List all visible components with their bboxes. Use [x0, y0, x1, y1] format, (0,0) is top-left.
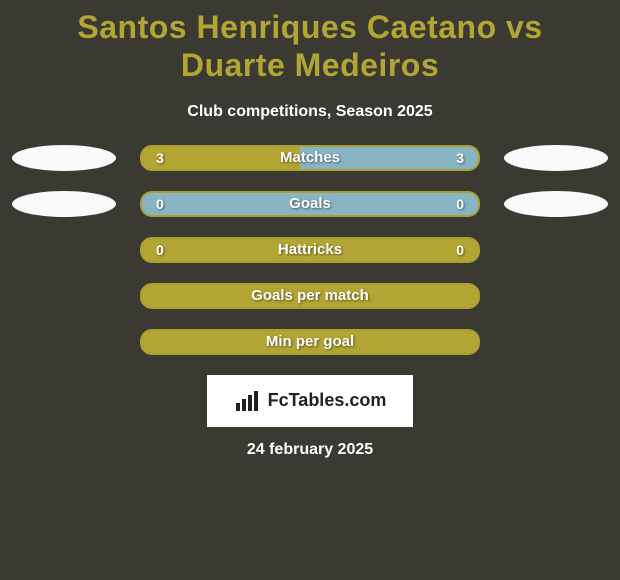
stats-rows: 33Matches 00Goals 00Hattricks Goals per mat…	[0, 145, 620, 355]
stat-label: Matches	[142, 147, 478, 169]
stat-bar: Min per goal	[140, 329, 480, 355]
comparison-infographic: Santos Henriques Caetano vs Duarte Medei…	[0, 0, 620, 580]
date-text: 24 february 2025	[0, 441, 620, 459]
stat-row: 00Goals	[0, 191, 620, 217]
stat-bar: 00Hattricks	[140, 237, 480, 263]
oval-spacer	[504, 329, 608, 355]
stat-label: Goals per match	[142, 285, 478, 307]
logo-box: FcTables.com	[207, 375, 413, 427]
page-title: Santos Henriques Caetano vs Duarte Medei…	[0, 0, 620, 89]
chart-icon	[234, 389, 262, 413]
stat-bar: 33Matches	[140, 145, 480, 171]
stat-bar: Goals per match	[140, 283, 480, 309]
oval-spacer	[12, 283, 116, 309]
oval-spacer	[504, 283, 608, 309]
stat-row: Goals per match	[0, 283, 620, 309]
oval-spacer	[504, 237, 608, 263]
stat-row: 00Hattricks	[0, 237, 620, 263]
player-oval-left	[12, 145, 116, 171]
player-oval-left	[12, 191, 116, 217]
stat-label: Goals	[142, 193, 478, 215]
oval-spacer	[12, 237, 116, 263]
stat-row: Min per goal	[0, 329, 620, 355]
stat-row: 33Matches	[0, 145, 620, 171]
logo-text: FcTables.com	[268, 390, 387, 411]
stat-label: Min per goal	[142, 331, 478, 353]
oval-spacer	[12, 329, 116, 355]
stat-label: Hattricks	[142, 239, 478, 261]
player-oval-right	[504, 191, 608, 217]
player-oval-right	[504, 145, 608, 171]
stat-bar: 00Goals	[140, 191, 480, 217]
subtitle: Club competitions, Season 2025	[0, 103, 620, 121]
